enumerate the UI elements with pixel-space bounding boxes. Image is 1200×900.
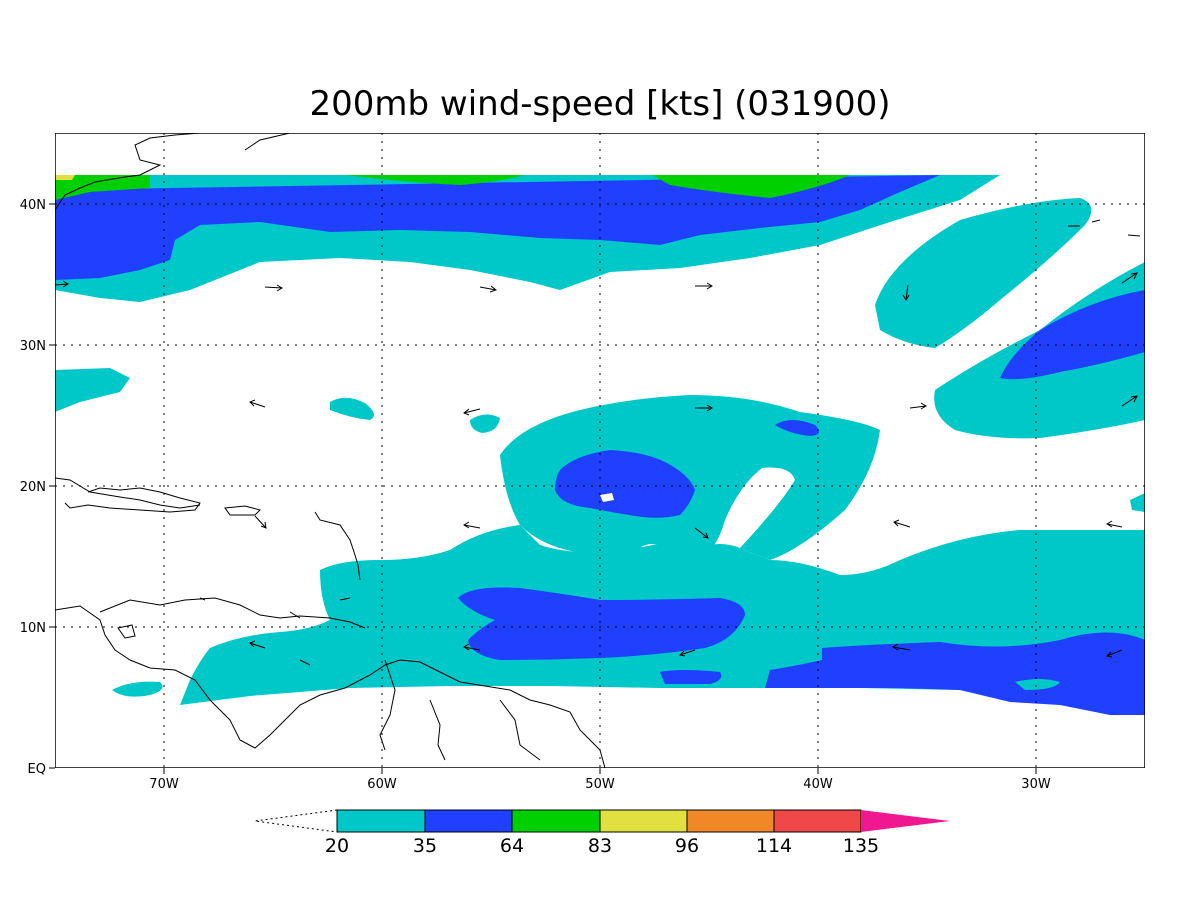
colorbar-swatch [424,809,513,833]
white-hole-storm-center [600,493,614,502]
wind-vector [695,282,713,290]
wind-vector [463,408,481,416]
wind-vector [479,285,498,293]
shading-64-83-kts [55,175,850,200]
blue-region-southern-core [458,587,745,660]
colorbar-swatch [599,809,688,833]
longitude-labels: 70W 60W 50W 40W 30W [149,777,1051,792]
cyan-region-blob-55w [470,414,500,433]
gridlines [55,133,1145,768]
map-title: 200mb wind-speed [kts] (031900) [310,84,891,124]
wind-vector [902,284,910,301]
coast-north-america [55,133,201,211]
green-region-northeast [652,175,850,198]
wind-vector [55,280,69,288]
tick-label-lat: 20N [20,480,46,495]
wind-vector [249,640,266,649]
wind-vector [254,515,267,529]
green-region-north-central [345,175,525,185]
wind-vector [1121,395,1138,407]
colorbar: 20 35 64 83 96 114 135 [254,809,950,857]
shading-35-64-kts [55,175,1145,715]
wind-vector [249,399,266,408]
coast-venezuela-north [99,597,366,629]
wind-vector [1105,649,1123,658]
blue-region-southern-small [660,670,722,684]
cyan-region-west-30n [55,368,130,412]
coast-lesser-antilles [314,511,361,581]
wind-vectors [55,219,1141,658]
tick-label-lon: 60W [367,777,397,792]
wind-vector [264,284,283,292]
cyan-region-east-edge-blob [1130,493,1145,512]
wind-vector [694,527,709,539]
colorbar-lower-triangle [254,809,338,833]
coast-south-america [55,605,606,768]
tick-label-lon: 50W [585,777,615,792]
tick-label-lon: 40W [803,777,833,792]
yellow-region-northwest [55,175,75,180]
coast-puerto-rico [224,505,261,516]
cyan-region-southwest-blob [112,681,163,697]
latitude-labels: EQ 10N 20N 30N 40N [20,198,46,777]
coast-suriname-border [429,699,446,761]
colorbar-upper-triangle [861,810,950,832]
colorbar-swatch [686,809,775,833]
coast-nova-scotia [244,133,291,151]
wind-vector [463,643,481,651]
cyan-region-central-ring [500,395,880,560]
blue-region-storm-core [555,450,695,518]
blue-region-north-jet [55,175,940,280]
blue-region-southeast-band [765,632,1145,715]
colorbar-labels: 20 35 64 83 96 114 135 [325,835,879,857]
colorbar-label: 20 [325,835,349,857]
tick-label-lat: EQ [28,762,46,777]
cyan-patch-southeast [1015,679,1060,690]
wind-vector [893,519,911,528]
colorbar-label: 83 [588,835,612,857]
green-region-northwest [55,175,150,200]
colorbar-label: 114 [756,835,792,857]
coast-hispaniola [64,487,201,513]
colorbar-label: 64 [500,835,524,857]
coastlines [55,133,606,768]
map-plot-area [55,133,1145,768]
colorbar-swatch [511,809,601,833]
colorbar-swatch [336,809,426,833]
wind-vector [1068,219,1141,237]
blue-region-east-jet [1000,290,1145,380]
tick-label-lat: 40N [20,198,46,213]
colorbar-label: 35 [413,835,437,857]
coast-brazil-border [499,699,541,761]
blue-region-small-north [775,420,819,436]
colorbar-label: 135 [843,835,879,857]
colorbar-swatch [773,809,862,833]
coast-lake-maracaibo [117,624,136,639]
cyan-region-blob-60w [330,397,374,420]
cyan-region-northeast-tongue [875,198,1092,348]
wind-vector [1106,520,1123,528]
wind-vector [909,402,927,410]
tick-label-lon: 30W [1021,777,1051,792]
wind-vector [678,649,696,657]
coast-cuba [55,477,201,509]
coast-caribbean-islands [199,597,351,666]
colorbar-label: 96 [675,835,699,857]
wind-vector [892,643,911,651]
longitude-ticks [49,203,1037,774]
wind-vector [1121,272,1138,284]
tick-label-lat: 10N [20,621,46,636]
coast-guyana-border [379,659,396,751]
tick-label-lat: 30N [20,339,46,354]
wind-vector [695,404,713,412]
wind-vector [463,521,481,529]
tick-label-lon: 70W [149,777,179,792]
